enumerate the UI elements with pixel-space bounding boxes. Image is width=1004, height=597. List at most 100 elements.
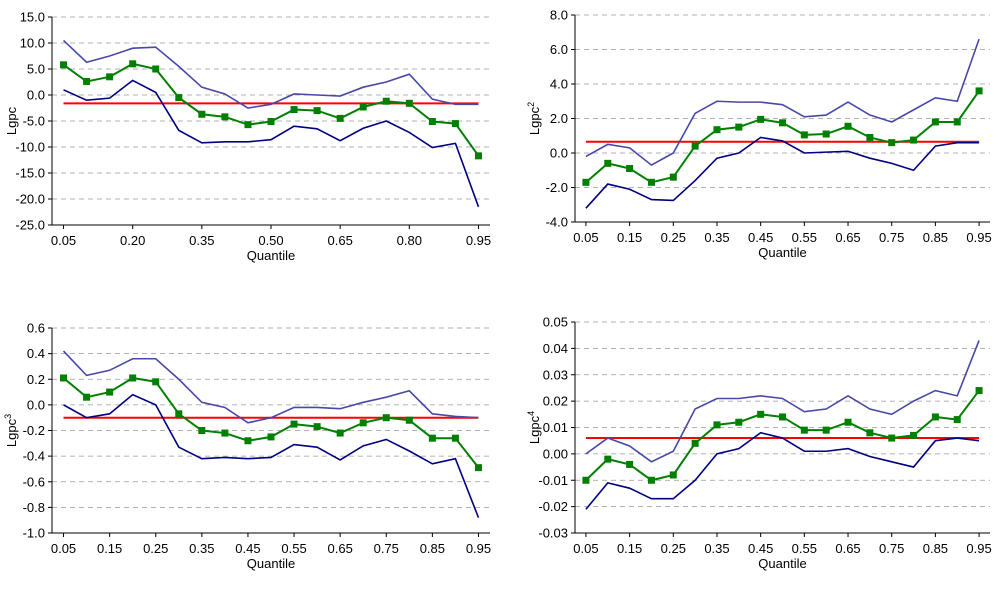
y-axis-title-text: Lgpc [4, 106, 19, 135]
series-line [585, 431, 980, 510]
x-axis-title: Quantile [758, 245, 806, 260]
series-line [585, 38, 980, 167]
x-tick-label: 0.25 [143, 541, 168, 556]
y-tick-label: -1.0 [23, 526, 45, 541]
marker [106, 388, 114, 396]
marker [83, 393, 91, 401]
y-axis-title-text: Lgpc [527, 415, 542, 444]
marker [290, 420, 298, 428]
x-tick-label: 0.65 [835, 230, 860, 245]
marker [451, 120, 459, 128]
marker [451, 434, 459, 442]
y-tick-label: -0.6 [23, 474, 45, 489]
x-tick-label: 0.45 [748, 541, 773, 556]
marker [975, 87, 983, 95]
marker [152, 65, 160, 73]
y-tick-label: 0.4 [27, 346, 45, 361]
marker [800, 131, 808, 139]
y-tick-label: -0.01 [538, 473, 568, 488]
x-tick-label: 0.75 [879, 541, 904, 556]
marker [221, 113, 229, 121]
y-tick-label: 2.0 [550, 111, 568, 126]
x-tick-label: 0.75 [879, 230, 904, 245]
x-tick-label: 0.25 [661, 541, 686, 556]
y-axis-title-text: Lgpc [527, 106, 542, 135]
marker [844, 122, 852, 130]
chart-panel: -25.0 -20.0 -15.0 -10.0 -5.0 0.0 5.0 10.0 15.0 0.… [4, 10, 491, 264]
series-line [585, 340, 980, 463]
x-tick-label: 0.45 [748, 230, 773, 245]
y-tick-label: 0.6 [27, 321, 45, 336]
x-tick-label: 0.80 [397, 233, 422, 248]
marker [888, 139, 896, 147]
y-tick-label: 6.0 [550, 42, 568, 57]
marker [474, 152, 482, 160]
marker [910, 136, 918, 144]
marker [757, 115, 765, 123]
marker [800, 426, 808, 434]
marker [359, 103, 367, 111]
marker [647, 178, 655, 186]
series-line [62, 62, 480, 157]
y-tick-label: -10.0 [15, 140, 45, 155]
x-tick-label: 0.15 [97, 541, 122, 556]
y-tick-label: -0.8 [23, 500, 45, 515]
marker [757, 410, 765, 418]
series-line [62, 39, 479, 109]
marker [888, 434, 896, 442]
y-tick-label: 0.0 [27, 88, 45, 103]
x-tick-label: 0.45 [235, 541, 260, 556]
y-tick-label: -2.0 [546, 180, 568, 195]
marker [735, 123, 743, 131]
chart-panel: -1.0 -0.8 -0.6 -0.4 -0.2 0.0 0.2 0.4 0.6 0.05 0.15… [3, 321, 491, 572]
x-tick-label: 0.05 [51, 541, 76, 556]
marker [290, 106, 298, 114]
y-axis-title: Lgpc [4, 106, 19, 135]
x-tick-label: 0.05 [51, 233, 76, 248]
y-tick-label: 0.2 [27, 372, 45, 387]
y-tick-label: -0.4 [23, 449, 45, 464]
marker [129, 60, 137, 68]
marker [604, 455, 612, 463]
series-line [62, 350, 479, 424]
x-tick-label: 0.05 [573, 541, 598, 556]
x-tick-label: 0.25 [661, 230, 686, 245]
x-axis-title: Quantile [758, 556, 806, 571]
y-axis-title: Lgpc2 [526, 102, 542, 135]
marker [975, 387, 983, 395]
series-line [63, 393, 480, 518]
x-tick-label: 0.05 [573, 230, 598, 245]
marker [405, 99, 413, 107]
marker [866, 133, 874, 141]
x-tick-label: 0.95 [966, 541, 991, 556]
marker [382, 97, 390, 105]
x-tick-label: 0.15 [617, 541, 642, 556]
marker [931, 118, 939, 126]
series-line [585, 389, 980, 482]
marker [267, 118, 275, 126]
y-tick-label: 0.0 [27, 397, 45, 412]
x-tick-label: 0.35 [189, 541, 214, 556]
marker [931, 413, 939, 421]
y-axis-title: Lgpc3 [3, 414, 19, 447]
marker [359, 419, 367, 427]
marker [382, 414, 390, 422]
marker [910, 431, 918, 439]
marker [313, 423, 321, 431]
marker [244, 437, 252, 445]
y-tick-label: -5.0 [23, 114, 45, 129]
chart-panel: -4.0 -2.0 0.0 2.0 4.0 6.0 8.0 0.05 0.15 0.25 0.35 0… [526, 8, 992, 261]
x-tick-label: 0.55 [792, 230, 817, 245]
marker [691, 439, 699, 447]
series-line [585, 136, 980, 209]
marker [198, 427, 206, 434]
marker [152, 378, 160, 386]
y-axis-title: Lgpc4 [526, 411, 542, 444]
y-tick-label: 5.0 [27, 62, 45, 77]
x-axis-title: Quantile [247, 248, 295, 263]
x-tick-label: 0.75 [374, 541, 399, 556]
y-tick-label: -0.2 [23, 423, 45, 438]
marker [60, 374, 68, 382]
x-tick-label: 0.65 [835, 541, 860, 556]
x-tick-label: 0.95 [466, 233, 491, 248]
